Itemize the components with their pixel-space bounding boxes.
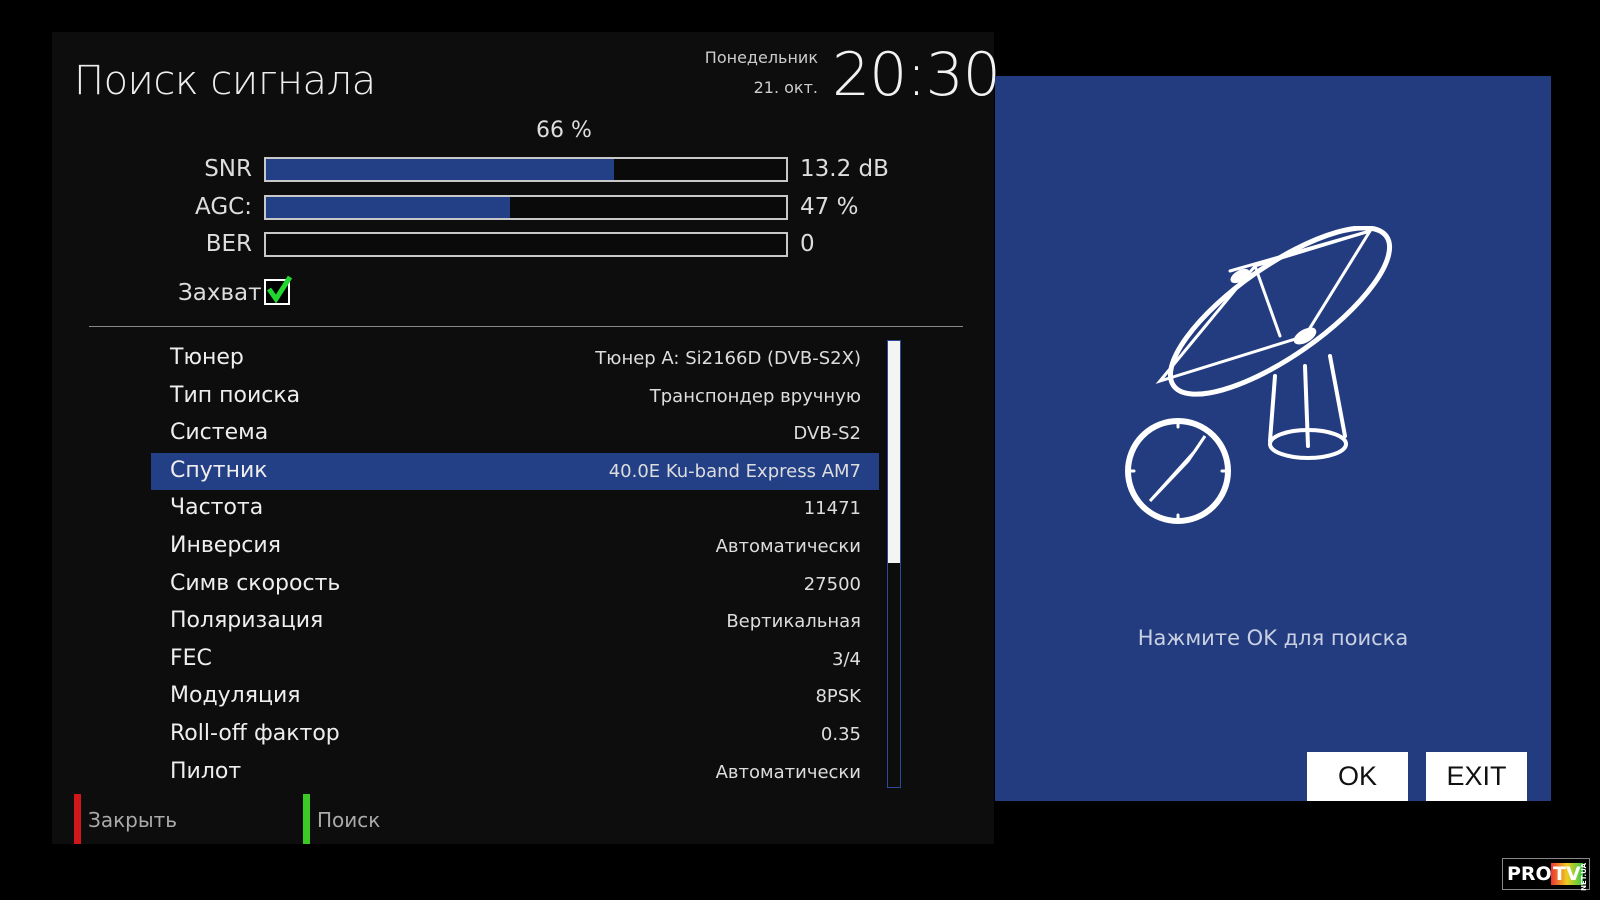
red-key-icon — [74, 794, 81, 844]
signal-quality: 66 % — [536, 118, 592, 143]
setting-value: Тюнер A: Si2166D (DVB-S2X) — [595, 348, 861, 369]
lock-checkbox — [264, 275, 293, 305]
setting-value: Транспондер вручную — [649, 385, 861, 407]
setting-row[interactable]: Тюнер Тюнер A: Si2166D (DVB-S2X) — [151, 340, 879, 377]
setting-value: Автоматически — [715, 761, 861, 783]
setting-label: Модуляция — [170, 683, 301, 709]
setting-row[interactable]: Инверсия Автоматически — [151, 528, 879, 565]
page-title: Поиск сигнала — [74, 58, 376, 104]
setting-label: Спутник — [170, 457, 268, 483]
scrollbar-thumb[interactable] — [888, 341, 900, 563]
day-label: Понедельник — [704, 48, 818, 67]
setting-row[interactable]: Симв скорость 27500 — [151, 566, 879, 603]
setting-value: 11471 — [803, 498, 861, 520]
agc-bar — [264, 195, 788, 220]
ber-bar — [264, 232, 788, 257]
setting-value: 0.35 — [820, 724, 861, 745]
setting-label: Частота — [170, 495, 264, 521]
signal-search-panel: Поиск сигнала Понедельник 21. окт. 20:30… — [52, 32, 1001, 844]
bar-value: 13.2 dB — [800, 156, 889, 182]
setting-label: FEC — [170, 645, 212, 671]
green-key-icon — [303, 794, 310, 844]
setting-value: 40.0E Ku-band Express AM7 — [608, 460, 861, 482]
setting-value: DVB-S2 — [793, 423, 861, 445]
scrollbar[interactable] — [887, 340, 901, 788]
setting-label: Пилот — [170, 758, 242, 784]
setting-row[interactable]: Roll-off фактор 0.35 — [151, 716, 879, 753]
bar-label: SNR — [204, 156, 252, 182]
setting-row[interactable]: Модуляция 8PSK — [151, 678, 879, 715]
setting-label: Тюнер — [170, 345, 244, 370]
close-button[interactable]: Закрыть — [88, 808, 178, 832]
divider — [89, 326, 963, 327]
clock: 20:30 — [832, 40, 1001, 110]
setting-row[interactable]: Поляризация Вертикальная — [151, 603, 879, 640]
ok-button[interactable]: OK — [1307, 752, 1408, 801]
setting-row[interactable]: Пилот Автоматически — [151, 754, 879, 791]
protv-logo: PRO TV NET.UA — [1502, 858, 1590, 891]
bar-fill — [266, 197, 511, 218]
setting-label: Система — [170, 420, 269, 446]
setting-value: Автоматически — [715, 536, 861, 557]
search-button[interactable]: Поиск — [317, 808, 381, 832]
setting-row[interactable]: Тип поиска Транспондер вручную — [151, 378, 879, 415]
search-dialog: Нажмите OK для поиска OK EXIT — [995, 76, 1551, 801]
setting-row[interactable]: Спутник 40.0E Ku-band Express AM7 — [151, 452, 879, 490]
search-hint: Нажмите OK для поиска — [1137, 626, 1409, 650]
bar-label: BER — [205, 231, 252, 257]
satellite-dish-compass-icon — [1125, 226, 1393, 524]
setting-label: Поляризация — [170, 608, 324, 634]
bar-value: 0 — [800, 231, 815, 257]
snr-bar — [264, 157, 788, 182]
bar-label: AGC: — [195, 194, 252, 220]
bar-fill — [266, 159, 615, 180]
exit-button[interactable]: EXIT — [1426, 752, 1527, 801]
setting-row[interactable]: FEC 3/4 — [151, 641, 879, 678]
setting-label: Инверсия — [170, 533, 281, 558]
setting-value: 8PSK — [815, 686, 861, 708]
setting-label: Симв скорость — [170, 570, 341, 596]
setting-label: Тип поиска — [170, 382, 301, 408]
setting-value: Вертикальная — [726, 611, 861, 633]
bar-value: 47 % — [800, 194, 859, 220]
date-label: 21. окт. — [753, 78, 818, 97]
setting-row[interactable]: Частота 11471 — [151, 490, 879, 527]
check-icon — [266, 275, 293, 304]
lock-label: Захват — [178, 280, 262, 306]
setting-value: 3/4 — [832, 648, 861, 670]
setting-value: 27500 — [803, 573, 861, 595]
setting-row[interactable]: Система DVB-S2 — [151, 415, 879, 452]
setting-label: Roll-off фактор — [170, 721, 340, 746]
